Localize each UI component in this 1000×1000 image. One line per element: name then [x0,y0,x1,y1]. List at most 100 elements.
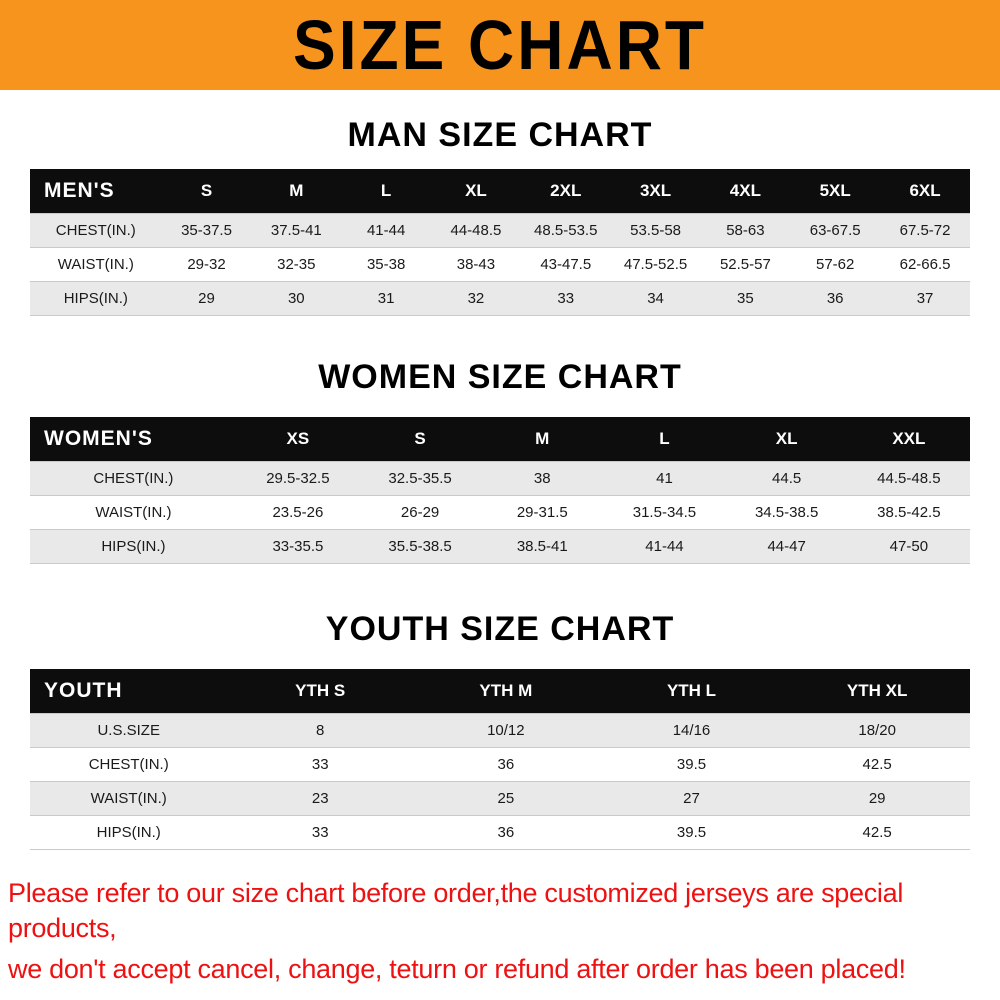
table-row: WAIST(IN.) 23 25 27 29 [30,781,970,816]
measurement-cell: 44.5-48.5 [847,461,970,496]
disclaimer-line-1: Please refer to our size chart before or… [8,878,904,944]
measurement-cell: 35-38 [341,247,432,282]
measurement-cell: 33-35.5 [236,529,359,564]
measurement-cell: 29 [784,781,970,816]
size-column-header: 6XL [909,181,941,200]
measurement-cell: 35.5-38.5 [358,529,482,564]
measurement-cell: 38.5-42.5 [847,495,970,530]
measurement-cell: 29.5-32.5 [236,461,359,496]
measurement-cell: 18/20 [784,713,970,748]
measurement-cell: 33 [227,815,414,850]
row-label-cell: WAIST(IN.) [30,781,228,816]
women-size-section: WOMEN SIZE CHART WOMEN'S XS S M L XL XXL CHEST(… [0,358,1000,564]
table-row: CHEST(IN.) 29.5-32.5 32.5-35.5 38 41 44.5 44.5… [30,461,970,496]
measurement-cell: 37 [880,281,970,316]
measurement-cell: 43-47.5 [520,247,611,282]
women-section-title: WOMEN SIZE CHART [318,358,682,396]
measurement-cell: 47-50 [847,529,970,564]
measurement-cell: 23 [227,781,414,816]
size-column-header: XL [465,181,487,200]
table-row: HIPS(IN.) 33 36 39.5 42.5 [30,815,970,850]
man-size-table: MEN'S S M L XL 2XL 3XL 4XL 5XL 6XL CHEST(IN.) 35-37… [30,169,970,316]
table-row: CHEST(IN.) 33 36 39.5 42.5 [30,747,970,782]
man-section-title: MAN SIZE CHART [347,116,653,154]
measurement-cell: 38-43 [431,247,521,282]
measurement-cell: 67.5-72 [880,213,970,248]
size-column-header: YTH M [479,681,533,700]
measurement-cell: 35-37.5 [161,213,252,248]
measurement-cell: 31 [341,281,432,316]
measurement-cell: 42.5 [784,747,970,782]
measurement-cell: 35 [700,281,791,316]
measurement-cell: 33 [520,281,611,316]
measurement-cell: 36 [790,281,881,316]
size-chart-banner: SIZE CHART [0,0,1000,90]
size-column-header: YTH XL [846,681,908,700]
size-column-header: XXL [892,429,926,448]
measurement-cell: 37.5-41 [251,213,342,248]
row-label-cell: CHEST(IN.) [30,747,228,782]
measurement-cell: 30 [251,281,342,316]
row-label-cell: HIPS(IN.) [30,815,228,850]
row-label-cell: WAIST(IN.) [30,495,237,530]
table-row: WAIST(IN.) 29-32 32-35 35-38 38-43 43-47.5 47.… [30,247,970,282]
row-label-cell: WAIST(IN.) [30,247,162,282]
measurement-cell: 34.5-38.5 [725,495,848,530]
measurement-cell: 23.5-26 [236,495,359,530]
row-label-cell: CHEST(IN.) [30,461,237,496]
size-column-header: XS [286,429,310,448]
measurement-cell: 48.5-53.5 [520,213,611,248]
size-column-header: L [659,429,670,448]
measurement-cell: 14/16 [598,713,785,748]
measurement-cell: 25 [413,781,599,816]
size-column-header: S [414,429,426,448]
table-row: HIPS(IN.) 29 30 31 32 33 34 35 36 37 [30,281,970,316]
measurement-cell: 62-66.5 [880,247,970,282]
measurement-cell: 52.5-57 [700,247,791,282]
measurement-cell: 27 [598,781,785,816]
size-column-header: 4XL [729,181,761,200]
size-column-header: 5XL [819,181,851,200]
row-label-cell: CHEST(IN.) [30,213,162,248]
banner-title: SIZE CHART [293,6,707,84]
row-label-cell: HIPS(IN.) [30,281,162,316]
measurement-cell: 36 [413,815,599,850]
measurement-cell: 33 [227,747,414,782]
measurement-cell: 53.5-58 [610,213,701,248]
table-header-row: WOMEN'S XS S M L XL XXL [30,417,970,462]
measurement-cell: 34 [610,281,701,316]
man-size-section: MAN SIZE CHART MEN'S S M L XL 2XL 3XL 4XL 5XL 6XL… [0,116,1000,316]
measurement-cell: 29 [161,281,252,316]
measurement-cell: 42.5 [784,815,970,850]
size-column-header: L [380,181,392,200]
measurement-cell: 32 [431,281,521,316]
measurement-cell: 36 [413,747,599,782]
size-column-header: XL [775,429,798,448]
measurement-cell: 44-47 [725,529,848,564]
table-header-row: MEN'S S M L XL 2XL 3XL 4XL 5XL 6XL [30,169,970,214]
row-label-cell: HIPS(IN.) [30,529,237,564]
measurement-cell: 41-44 [603,529,726,564]
measurement-cell: 29-32 [161,247,252,282]
size-column-header: M [535,429,550,448]
measurement-cell: 41 [603,461,726,496]
size-column-header: M [289,181,304,200]
measurement-cell: 10/12 [413,713,599,748]
table-row: U.S.SIZE 8 10/12 14/16 18/20 [30,713,970,748]
size-column-header: S [200,181,213,200]
size-column-header: 3XL [639,181,672,200]
table-row: HIPS(IN.) 33-35.5 35.5-38.5 38.5-41 41-44 44-… [30,529,970,564]
measurement-cell: 57-62 [790,247,881,282]
measurement-cell: 47.5-52.5 [610,247,701,282]
table-header-row: YOUTH YTH S YTH M YTH L YTH XL [30,669,970,714]
measurement-cell: 41-44 [341,213,432,248]
youth-size-section: YOUTH SIZE CHART YOUTH YTH S YTH M YTH L YTH… [0,610,1000,850]
measurement-cell: 38.5-41 [481,529,604,564]
measurement-cell: 38 [481,461,604,496]
size-column-header: YTH L [666,681,717,700]
measurement-cell: 63-67.5 [790,213,881,248]
measurement-cell: 32.5-35.5 [358,461,482,496]
measurement-cell: 29-31.5 [481,495,604,530]
youth-section-title: YOUTH SIZE CHART [325,610,675,648]
table-row: WAIST(IN.) 23.5-26 26-29 29-31.5 31.5-34.5 34… [30,495,970,530]
